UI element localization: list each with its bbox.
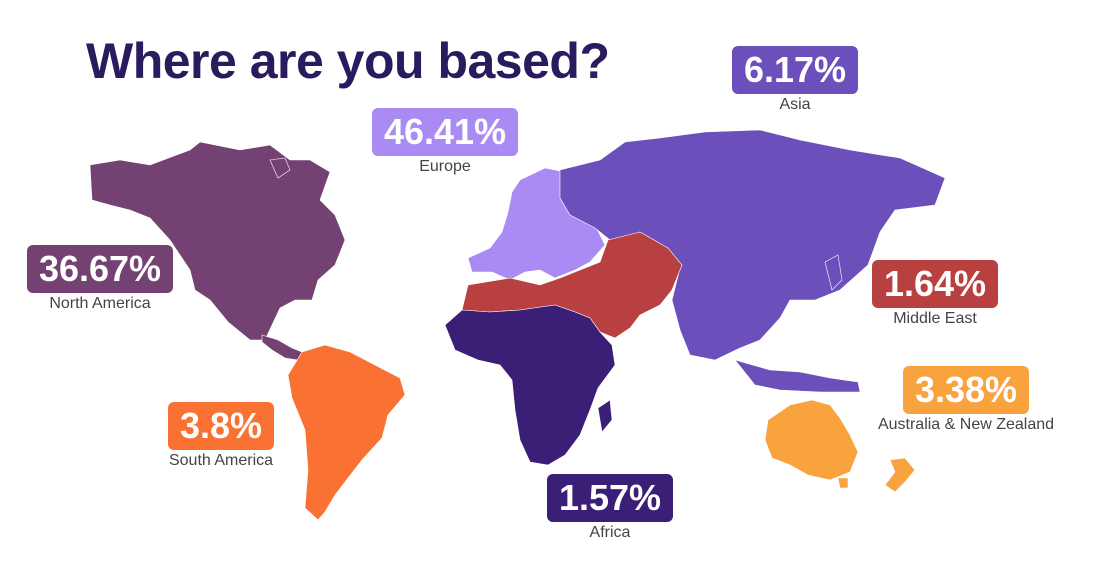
- region-label: Africa: [589, 524, 631, 541]
- value-badge: 1.57%: [546, 474, 674, 522]
- value-badge: 6.17%: [731, 46, 859, 94]
- region-label: Middle East: [893, 310, 977, 327]
- value-badge: 46.41%: [371, 108, 519, 156]
- value-badge: 3.8%: [167, 402, 275, 450]
- region-asia: [559, 129, 946, 393]
- callout-africa: 1.57% Africa: [530, 474, 690, 542]
- value-badge: 3.38%: [902, 366, 1030, 414]
- value-badge: 1.64%: [871, 260, 999, 308]
- region-label: Australia & New Zealand: [877, 416, 1055, 433]
- region-africa: [444, 304, 616, 466]
- region-label: South America: [168, 452, 274, 469]
- region-label: Asia: [779, 96, 811, 113]
- value-badge: 36.67%: [26, 245, 174, 293]
- page-title: Where are you based?: [86, 33, 610, 89]
- callout-asia: 6.17% Asia: [715, 46, 875, 114]
- callout-oceania: 3.38% Australia & New Zealand: [866, 366, 1066, 434]
- region-label: Europe: [419, 158, 471, 175]
- region-label: North America: [49, 295, 151, 312]
- region-south-america: [287, 344, 406, 521]
- callout-north-america: 36.67% North America: [22, 245, 178, 313]
- region-north-america: [89, 141, 346, 361]
- callout-europe: 46.41% Europe: [365, 108, 525, 176]
- region-oceania: [764, 399, 916, 493]
- callout-south-america: 3.8% South America: [138, 402, 304, 470]
- callout-middle-east: 1.64% Middle East: [855, 260, 1015, 328]
